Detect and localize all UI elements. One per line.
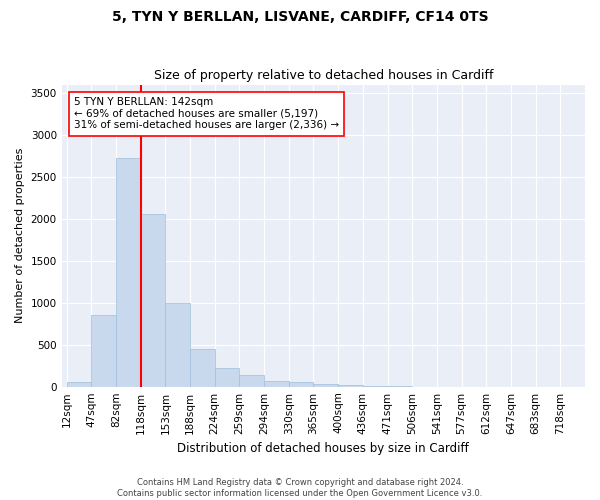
Bar	[215, 368, 239, 386]
Text: Contains HM Land Registry data © Crown copyright and database right 2024.
Contai: Contains HM Land Registry data © Crown c…	[118, 478, 482, 498]
Title: Size of property relative to detached houses in Cardiff: Size of property relative to detached ho…	[154, 69, 493, 82]
Bar	[239, 376, 264, 386]
Bar	[313, 384, 338, 386]
Bar	[289, 382, 313, 386]
Bar	[264, 381, 289, 386]
Bar	[190, 349, 215, 387]
X-axis label: Distribution of detached houses by size in Cardiff: Distribution of detached houses by size …	[178, 442, 469, 455]
Bar	[166, 303, 190, 386]
Bar	[116, 158, 140, 386]
Text: 5 TYN Y BERLLAN: 142sqm
← 69% of detached houses are smaller (5,197)
31% of semi: 5 TYN Y BERLLAN: 142sqm ← 69% of detache…	[74, 97, 339, 130]
Y-axis label: Number of detached properties: Number of detached properties	[15, 148, 25, 324]
Bar	[338, 385, 363, 386]
Bar	[67, 382, 91, 386]
Bar	[140, 214, 166, 386]
Text: 5, TYN Y BERLLAN, LISVANE, CARDIFF, CF14 0TS: 5, TYN Y BERLLAN, LISVANE, CARDIFF, CF14…	[112, 10, 488, 24]
Bar	[91, 316, 116, 386]
